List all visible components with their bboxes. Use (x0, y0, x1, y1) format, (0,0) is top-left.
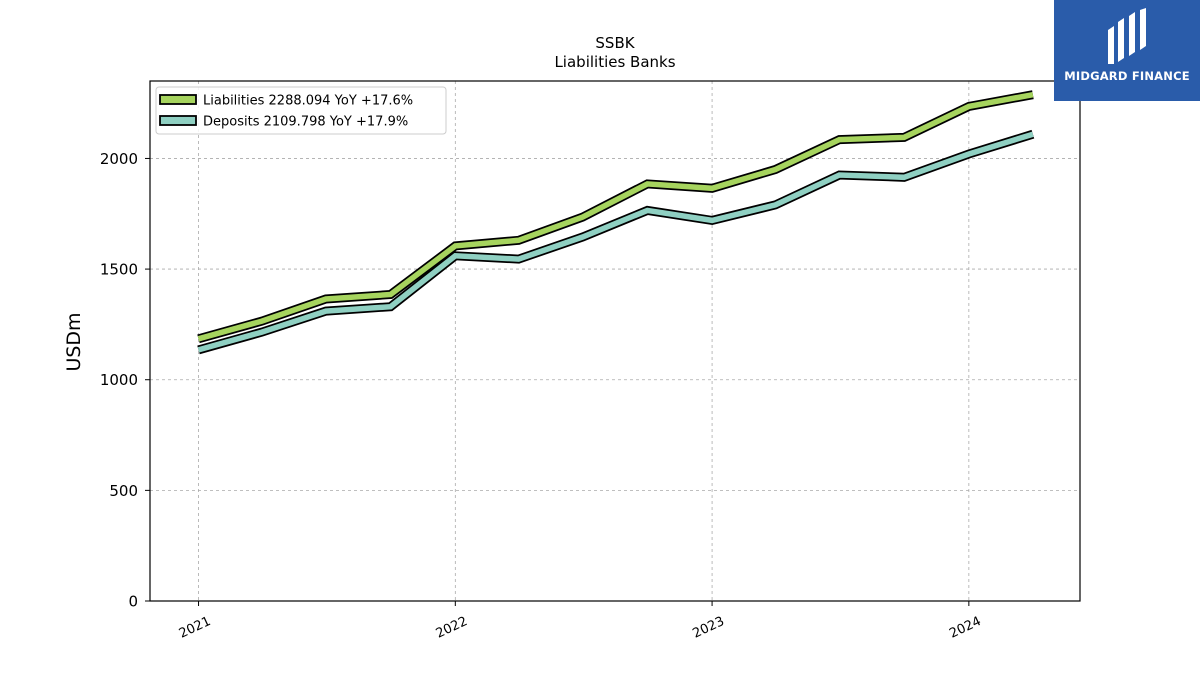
legend: Liabilities 2288.094 YoY +17.6% Deposits… (155, 86, 447, 135)
y-tick-label: 0 (128, 593, 138, 611)
y-axis-ticks: 0 500 1000 1500 2000 (100, 150, 150, 611)
series-line-liabilities (197, 91, 1034, 342)
x-axis-ticks: 2021 2022 2023 2024 (177, 601, 984, 642)
legend-label-deposits: Deposits 2109.798 YoY +17.9% (203, 115, 408, 130)
chart-subtitle: Liabilities Banks (554, 53, 675, 71)
brand-name: MIDGARD FINANCE (1064, 69, 1190, 83)
chart-title: SSBK (595, 34, 635, 52)
legend-swatch-deposits (159, 115, 197, 126)
y-tick-label: 1500 (100, 261, 138, 279)
midgard-logo-mark-icon (1108, 8, 1146, 64)
plot-frame (149, 80, 1081, 602)
y-axis-label: USDm (63, 312, 85, 371)
x-tick-label: 2022 (434, 614, 470, 642)
legend-box (155, 86, 447, 135)
grid-lines (150, 81, 1080, 601)
brand-logo: MIDGARD FINANCE (1054, 0, 1200, 101)
y-tick-label: 1000 (100, 371, 138, 389)
y-tick-label: 2000 (100, 150, 138, 168)
legend-label-liabilities: Liabilities 2288.094 YoY +17.6% (203, 94, 413, 109)
x-tick-label: 2023 (690, 614, 726, 642)
series-lines (197, 90, 1035, 355)
legend-swatch-liabilities (159, 94, 197, 105)
series-outline-deposits (197, 129, 1035, 355)
y-tick-label: 500 (109, 482, 138, 500)
series-line-deposits (197, 131, 1034, 353)
x-tick-label: 2024 (947, 614, 983, 642)
x-tick-label: 2021 (177, 614, 213, 642)
